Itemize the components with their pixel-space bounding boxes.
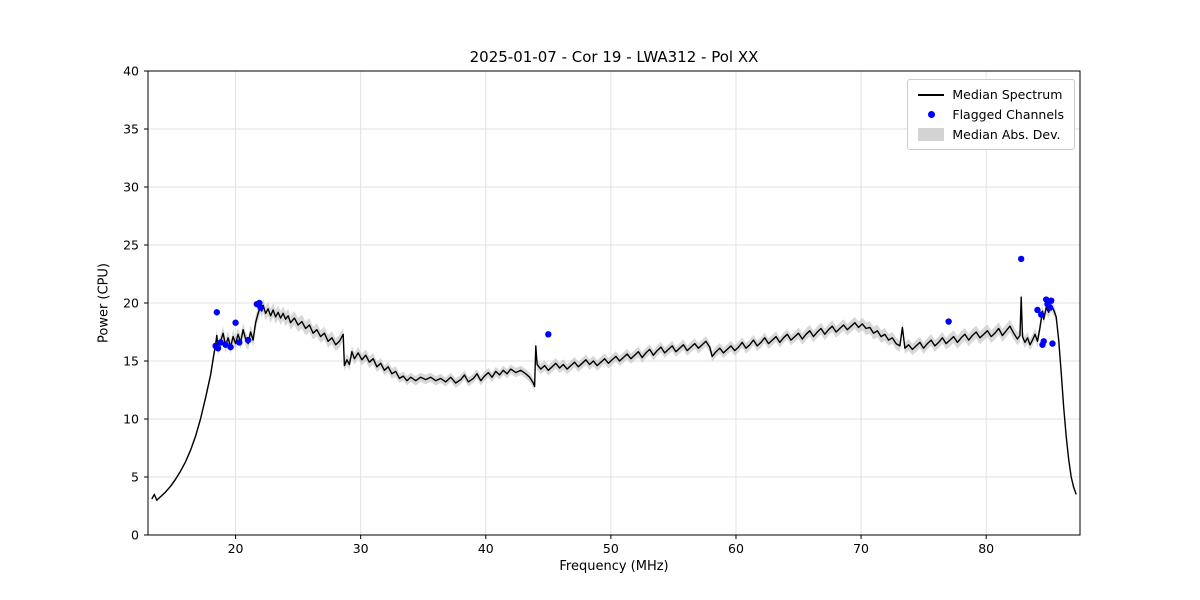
svg-text:20: 20 bbox=[228, 541, 244, 556]
svg-text:70: 70 bbox=[853, 541, 869, 556]
svg-text:15: 15 bbox=[123, 354, 139, 369]
median-spectrum-line-swatch bbox=[918, 93, 945, 96]
y-axis-label: Power (CPU) bbox=[96, 262, 112, 344]
svg-text:50: 50 bbox=[603, 541, 619, 556]
svg-text:40: 40 bbox=[478, 541, 494, 556]
median-abs-dev-patch-swatch bbox=[918, 128, 945, 141]
legend-label-median-spectrum: Median Spectrum bbox=[952, 87, 1063, 102]
svg-text:10: 10 bbox=[123, 412, 139, 427]
legend-item-flagged-channels: Flagged Channels bbox=[918, 107, 1064, 122]
svg-text:30: 30 bbox=[123, 180, 139, 195]
svg-text:20: 20 bbox=[123, 296, 139, 311]
legend-label-median-abs-dev: Median Abs. Dev. bbox=[952, 127, 1061, 142]
svg-text:40: 40 bbox=[123, 64, 139, 79]
svg-text:60: 60 bbox=[728, 541, 744, 556]
flagged-channels-dot-swatch bbox=[918, 111, 944, 118]
svg-text:25: 25 bbox=[123, 238, 139, 253]
legend-item-median-abs-dev: Median Abs. Dev. bbox=[918, 127, 1064, 142]
svg-text:5: 5 bbox=[131, 470, 139, 485]
svg-text:35: 35 bbox=[123, 122, 139, 137]
svg-text:80: 80 bbox=[978, 541, 994, 556]
x-axis-label: Frequency (MHz) bbox=[559, 559, 669, 574]
svg-text:30: 30 bbox=[353, 541, 369, 556]
legend: Median Spectrum Flagged Channels Median … bbox=[907, 79, 1075, 150]
chart-title: 2025-01-07 - Cor 19 - LWA312 - Pol XX bbox=[469, 48, 759, 66]
svg-text:0: 0 bbox=[131, 528, 139, 543]
legend-item-median-spectrum: Median Spectrum bbox=[918, 87, 1064, 102]
legend-label-flagged-channels: Flagged Channels bbox=[952, 107, 1064, 122]
